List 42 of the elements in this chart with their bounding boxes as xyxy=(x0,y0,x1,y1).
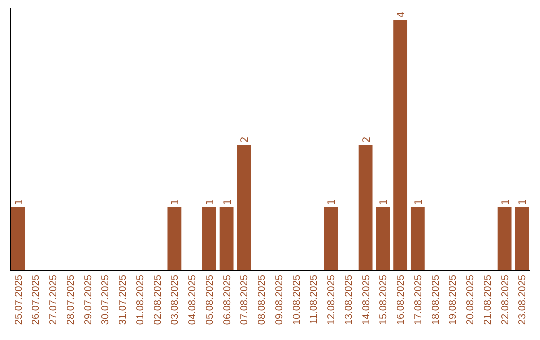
data-label: 1 xyxy=(14,199,26,206)
data-label: 2 xyxy=(362,136,373,143)
data-label: 1 xyxy=(500,199,512,206)
data-label: 1 xyxy=(327,199,338,206)
x-tick-label: 14.08.2025 xyxy=(361,274,372,326)
x-tick-label: 08.08.2025 xyxy=(257,274,268,326)
x-tick-label: 11.08.2025 xyxy=(309,274,320,324)
x-tick-label: 29.07.2025 xyxy=(83,274,94,326)
x-tick-label: 20.08.2025 xyxy=(466,274,477,326)
x-tick-label: 15.08.2025 xyxy=(378,274,390,326)
x-tick-label: 02.08.2025 xyxy=(152,274,164,326)
data-label: 1 xyxy=(414,199,425,206)
x-tick-label: 03.08.2025 xyxy=(170,274,182,326)
data-label: 1 xyxy=(379,199,390,206)
data-label: 1 xyxy=(222,199,234,206)
x-tick-label: 28.07.2025 xyxy=(66,274,77,326)
x-tick-label: 04.08.2025 xyxy=(188,274,199,326)
data-label: 1 xyxy=(518,199,530,206)
data-label: 1 xyxy=(170,199,182,206)
x-tick-label: 31.07.2025 xyxy=(118,274,130,326)
x-tick-label: 17.08.2025 xyxy=(413,274,424,326)
x-tick-label: 30.07.2025 xyxy=(100,274,112,326)
x-tick-label: 21.08.2025 xyxy=(482,274,494,326)
x-tick-label: 26.07.2025 xyxy=(31,274,42,326)
x-tick-label: 05.08.2025 xyxy=(204,274,216,326)
x-tick-label: 22.08.2025 xyxy=(500,274,512,326)
x-tick-label: 16.08.2025 xyxy=(396,274,408,326)
x-tick-label: 07.08.2025 xyxy=(240,274,251,326)
x-tick-label: 09.08.2025 xyxy=(274,274,286,326)
x-tick-label: 13.08.2025 xyxy=(344,274,355,326)
x-tick-label: 27.07.2025 xyxy=(48,274,60,326)
data-label: 2 xyxy=(240,136,252,143)
x-tick-label: 12.08.2025 xyxy=(326,274,338,326)
x-tick-label: 01.08.2025 xyxy=(135,274,146,326)
x-tick-label: 10.08.2025 xyxy=(292,274,303,326)
x-tick-label: 25.07.2025 xyxy=(14,274,25,326)
data-label: 4 xyxy=(396,12,408,18)
x-tick-label: 18.08.2025 xyxy=(430,274,442,326)
data-label: 1 xyxy=(205,199,216,206)
x-tick-label: 06.08.2025 xyxy=(222,274,234,326)
x-tick-label: 23.08.2025 xyxy=(518,274,529,326)
x-tick-label: 19.08.2025 xyxy=(448,274,460,326)
